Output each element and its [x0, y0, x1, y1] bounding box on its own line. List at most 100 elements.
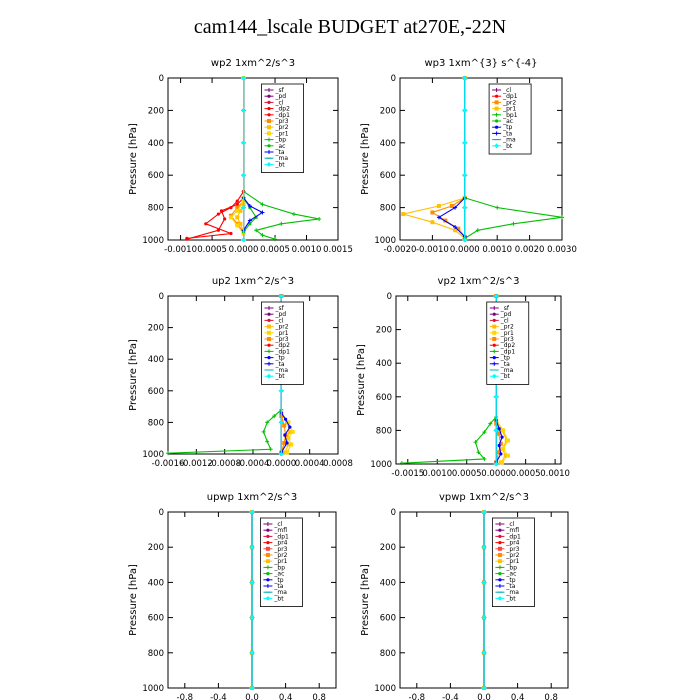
legend-entry: _cl — [275, 99, 284, 106]
data-point — [241, 172, 246, 178]
data-point — [272, 414, 277, 419]
legend-entry: _sf — [275, 305, 285, 312]
legend-entry: _pr1 — [505, 558, 519, 565]
legend-entry: _pr3 — [500, 336, 514, 343]
data-point — [481, 580, 487, 585]
legend-marker — [267, 144, 271, 148]
y-tick-label: 800 — [148, 649, 164, 659]
legend-marker — [267, 137, 271, 142]
data-point — [498, 441, 503, 446]
y-axis-label: Pressure [hPa] — [356, 344, 367, 416]
x-tick-label: 0.0 — [477, 693, 491, 700]
y-axis-label: Pressure [hPa] — [128, 339, 139, 411]
x-tick-label: 0.0010 — [482, 245, 512, 255]
data-point — [283, 417, 288, 421]
data-point — [453, 225, 458, 230]
y-axis-label: Pressure [hPa] — [128, 564, 139, 636]
data-point — [488, 421, 493, 426]
data-point — [285, 450, 289, 455]
legend-entry: _pr1 — [502, 106, 516, 113]
x-tick-label: 0.0008 — [323, 459, 353, 469]
legend-entry: _cl — [273, 521, 282, 528]
chart-panel-6: vpwp 1xm^2/s^3 Pressure [hPa] 0 200 400 600 80… — [360, 492, 569, 700]
x-tick-label: 0.0010 — [422, 469, 452, 479]
legend-marker — [267, 113, 271, 117]
data-point — [291, 212, 296, 217]
data-point — [501, 428, 506, 433]
x-tick-label: 0.0000 — [481, 469, 511, 479]
data-point — [462, 172, 468, 178]
legend-marker — [266, 572, 270, 576]
page-title: cam144_lscale BUDGET at270E,-22N — [193, 16, 507, 38]
x-tick-label: 0.0005 — [260, 245, 290, 255]
chart-title: vp2 1xm^2/s^3 — [438, 276, 520, 287]
legend-entry: _ta — [273, 583, 283, 590]
legend: _cl_mfl_dp1_pr4_pr3_pr2_pr1_bp_ac_tp_ta_… — [259, 517, 303, 607]
data-point — [260, 233, 265, 238]
data-point — [216, 228, 220, 232]
x-tick-label: -0.8 — [177, 693, 194, 700]
series-line — [431, 78, 466, 238]
y-tick-label: 1000 — [374, 684, 396, 694]
legend-entry: _pr3 — [275, 336, 289, 343]
legend-entry: _ma — [273, 589, 287, 596]
y-tick-label: 1000 — [142, 684, 164, 694]
legend-entry: _sf — [500, 305, 510, 312]
data-point — [285, 441, 289, 445]
legend-entry: _ma — [275, 367, 289, 374]
x-tick-label: 0.0015 — [323, 245, 353, 255]
data-point — [247, 218, 252, 223]
legend-marker — [266, 541, 270, 545]
data-point — [481, 685, 487, 691]
series-line — [401, 296, 497, 464]
legend-entry: _cl — [275, 317, 284, 324]
data-point — [493, 428, 499, 433]
data-point — [268, 447, 273, 452]
data-point — [430, 220, 435, 225]
x-tick-label: -0.0016 — [152, 459, 185, 469]
data-point — [216, 212, 220, 216]
legend-entry: _ta — [275, 149, 285, 156]
legend-marker — [267, 94, 271, 98]
data-point — [278, 388, 284, 394]
legend-marker — [497, 546, 502, 551]
legend-marker — [492, 349, 497, 354]
data-point — [235, 215, 240, 220]
legend: _cl_dp1_pr2_pr1_bp1_ac_tp_ta_ma_bt — [488, 83, 532, 155]
data-point — [500, 460, 505, 465]
data-point — [290, 429, 295, 434]
legend-entry: _pr3 — [505, 546, 519, 553]
data-point — [235, 205, 240, 210]
data-point — [496, 450, 501, 455]
data-point — [289, 442, 294, 447]
data-point — [265, 420, 270, 425]
y-tick-label: 800 — [148, 418, 164, 428]
data-point — [278, 451, 284, 457]
legend-marker — [497, 559, 502, 564]
data-point — [476, 450, 481, 455]
legend-entry: _pr3 — [275, 118, 289, 125]
series-line — [186, 78, 245, 240]
legend-entry: _bp — [505, 564, 517, 571]
plot-frame — [399, 77, 563, 241]
data-point — [260, 210, 265, 215]
legend-marker — [267, 150, 271, 154]
x-tick-label: -0.0020 — [384, 245, 417, 255]
series-bt — [481, 509, 487, 691]
legend-entry: _pr2 — [273, 552, 287, 559]
y-tick-label: 600 — [148, 614, 164, 624]
data-point — [235, 202, 239, 206]
y-tick-label: 800 — [380, 649, 396, 659]
legend-entry: _bp — [273, 564, 285, 571]
legend-entry: _tp — [500, 355, 510, 362]
y-axis-label: Pressure [hPa] — [360, 564, 371, 636]
y-tick-label: 0 — [159, 74, 164, 84]
y-tick-label: 0 — [159, 292, 164, 302]
legend-marker — [265, 596, 271, 601]
x-tick-label: 0.8 — [544, 693, 558, 700]
legend-entry: _dp1 — [275, 348, 291, 355]
legend-entry: _cl — [502, 87, 511, 94]
legend-marker — [495, 125, 499, 129]
legend-entry: _ta — [500, 361, 510, 368]
x-tick-label: 0.0005 — [452, 469, 482, 479]
